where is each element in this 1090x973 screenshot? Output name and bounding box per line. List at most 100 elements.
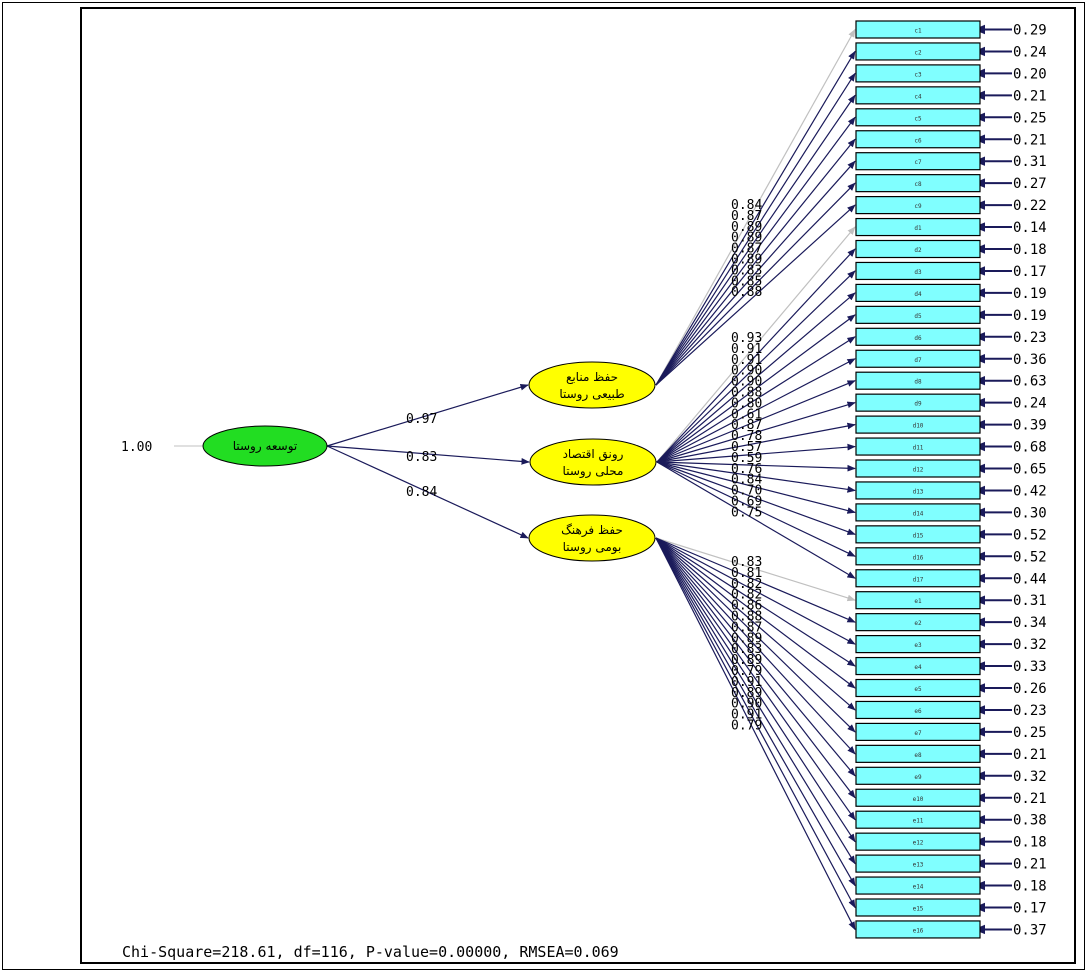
loading-value-c7: 0.83 [731, 263, 762, 278]
loading-path-d11 [656, 443, 856, 463]
error-variance-d10: 0.39 [1013, 418, 1047, 434]
indicator-label-e6: e6 [914, 708, 922, 715]
loading-path-e13 [655, 537, 856, 865]
indicator-box-d6 [855, 327, 981, 346]
indicator-label-c8: c8 [914, 181, 922, 188]
error-variance-d1: 0.14 [1013, 220, 1047, 236]
loading-path-e15 [655, 537, 856, 909]
factor-label-c-line1: حفظ منابع [566, 370, 618, 384]
loading-value-e13: 0.89 [731, 686, 762, 701]
indicator-box-d13 [855, 481, 981, 500]
loading-value-d16: 0.69 [731, 495, 762, 510]
loading-value-d10: 0.78 [731, 429, 762, 444]
loading-path-d13 [656, 461, 856, 493]
loading-value-d7: 0.80 [731, 396, 762, 411]
indicator-label-d13: d13 [913, 488, 924, 495]
error-variance-d6: 0.23 [1013, 330, 1047, 346]
indicator-label-d7: d7 [914, 357, 922, 364]
indicator-label-d14: d14 [913, 510, 924, 517]
coefficient-labels: 0.840.870.890.890.870.890.830.850.880.93… [121, 198, 762, 734]
indicator-box-d9 [855, 393, 981, 412]
loading-value-e12: 0.91 [731, 675, 762, 690]
loading-value-e5: 0.86 [731, 599, 762, 614]
loading-path-e9 [655, 537, 856, 777]
loading-value-d13: 0.76 [731, 462, 762, 477]
loading-path-c3 [655, 72, 856, 386]
indicator-box-d8 [855, 371, 981, 390]
factor-label-d-line1: رونق اقتصاد [563, 447, 624, 462]
loading-path-d3 [656, 270, 856, 463]
loading-value-e15: 0.91 [731, 708, 762, 723]
loading-path-e1 [655, 537, 856, 602]
indicator-box-c2 [855, 42, 981, 61]
loading-path-e10 [655, 537, 856, 799]
indicator-label-c5: c5 [914, 115, 922, 122]
indicator-box-e8 [855, 744, 981, 763]
indicator-box-d3 [855, 261, 981, 281]
indicator-label-d11: d11 [913, 445, 924, 452]
loading-value-c6: 0.89 [731, 253, 762, 268]
factor-ellipse-e [528, 514, 656, 562]
indicator-box-c4 [855, 86, 981, 105]
factor-label-c-line2: طبیعی روستا [559, 387, 624, 402]
indicator-box-c7 [855, 152, 981, 171]
fit-statistics: Chi-Square=218.61, df=116, P-value=0.000… [122, 943, 619, 961]
loading-path-c5 [655, 116, 856, 386]
error-variance-d5: 0.19 [1013, 308, 1047, 324]
loading-path-d17 [656, 461, 856, 579]
loading-value-d8: 0.61 [731, 407, 762, 422]
error-variance-e6: 0.23 [1013, 703, 1047, 719]
indicator-label-e1: e1 [914, 598, 922, 605]
error-variance-e11: 0.38 [1013, 813, 1047, 829]
indicator-label-e9: e9 [914, 774, 922, 781]
loading-path-d12 [656, 461, 856, 472]
error-variance-e14: 0.18 [1013, 879, 1047, 895]
loading-path-d10 [656, 422, 856, 463]
indicator-box-c1 [855, 20, 981, 39]
loading-value-c5: 0.87 [731, 242, 762, 257]
main-latent-ellipse [202, 425, 328, 467]
indicator-box-d14 [855, 503, 981, 522]
indicator-label-d9: d9 [914, 401, 922, 408]
error-variance-d9: 0.24 [1013, 396, 1047, 412]
error-variance-e4: 0.33 [1013, 659, 1047, 675]
indicator-box-e4 [855, 656, 981, 676]
loading-value-c2: 0.87 [731, 209, 762, 224]
loading-path-d2 [656, 248, 856, 463]
loading-path-e4 [655, 537, 856, 667]
loading-value-d15: 0.70 [731, 484, 762, 499]
structural-path-c [326, 383, 529, 447]
loading-value-e1: 0.83 [731, 555, 762, 570]
indicator-box-d2 [855, 239, 981, 259]
error-variance-e10: 0.21 [1013, 791, 1047, 807]
indicator-box-e16 [855, 920, 981, 939]
error-variance-c4: 0.21 [1013, 88, 1047, 104]
error-arrows: 0.29 0.24 0.20 0.21 0.25 0.21 0.31 0.27 0.22 0.14… [973, 23, 1047, 938]
structural-path-d [326, 445, 530, 465]
indicator-box-c6 [855, 130, 981, 149]
path-coefficient-c: 0.97 [406, 412, 437, 427]
error-variance-e9: 0.32 [1013, 769, 1047, 785]
error-variance-e5: 0.26 [1013, 681, 1047, 697]
indicator-box-c9 [855, 196, 981, 215]
error-variance-d11: 0.68 [1013, 440, 1047, 456]
loading-path-e14 [655, 537, 856, 887]
indicator-label-d16: d16 [913, 554, 924, 561]
indicator-label-d17: d17 [913, 576, 924, 583]
loading-path-e16 [655, 537, 856, 931]
indicator-box-d4 [855, 283, 981, 302]
error-variance-c5: 0.25 [1013, 110, 1047, 126]
indicator-label-d5: d5 [914, 313, 922, 320]
error-variance-d15: 0.52 [1013, 527, 1047, 543]
error-variance-e12: 0.18 [1013, 835, 1047, 851]
indicator-label-e2: e2 [914, 620, 922, 627]
error-variance-d7: 0.36 [1013, 352, 1047, 368]
loading-value-d2: 0.91 [731, 342, 762, 357]
error-variance-d8: 0.63 [1013, 374, 1047, 390]
indicator-box-d10 [855, 415, 981, 434]
loading-path-e11 [655, 537, 856, 821]
loading-value-d12: 0.59 [731, 451, 762, 466]
indicator-label-e16: e16 [913, 927, 924, 934]
indicator-box-d1 [855, 217, 981, 237]
indicator-label-e10: e10 [913, 796, 924, 803]
